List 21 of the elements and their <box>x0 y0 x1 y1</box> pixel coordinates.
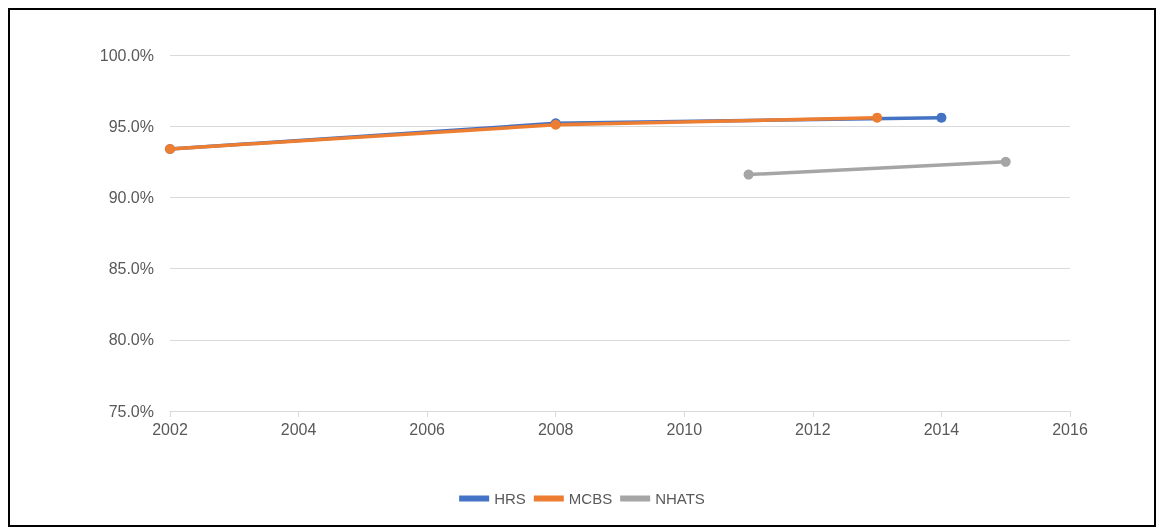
x-tick-label: 2002 <box>152 420 188 438</box>
x-tick-label: 2016 <box>1052 420 1088 438</box>
x-tick-label: 2010 <box>666 420 703 438</box>
y-tick-label: 100.0% <box>99 46 154 64</box>
legend-label: HRS <box>494 490 526 507</box>
y-tick-label: 85.0% <box>108 260 154 278</box>
point <box>1000 156 1011 167</box>
point <box>872 112 883 123</box>
x-tick-label: 2004 <box>280 420 317 438</box>
x-tick-label: 2014 <box>923 420 960 438</box>
y-tick-label: 95.0% <box>108 117 154 135</box>
point <box>936 112 947 123</box>
point <box>743 169 754 180</box>
x-tick-label: 2012 <box>795 420 831 438</box>
y-tick-label: 80.0% <box>108 331 154 349</box>
y-tick-label: 90.0% <box>108 188 154 206</box>
legend-label: NHATS <box>655 490 705 507</box>
x-tick-label: 2006 <box>409 420 446 438</box>
x-tick-label: 2008 <box>537 420 574 438</box>
legend-label: MCBS <box>568 490 613 507</box>
y-tick-label: 75.0% <box>108 402 154 420</box>
